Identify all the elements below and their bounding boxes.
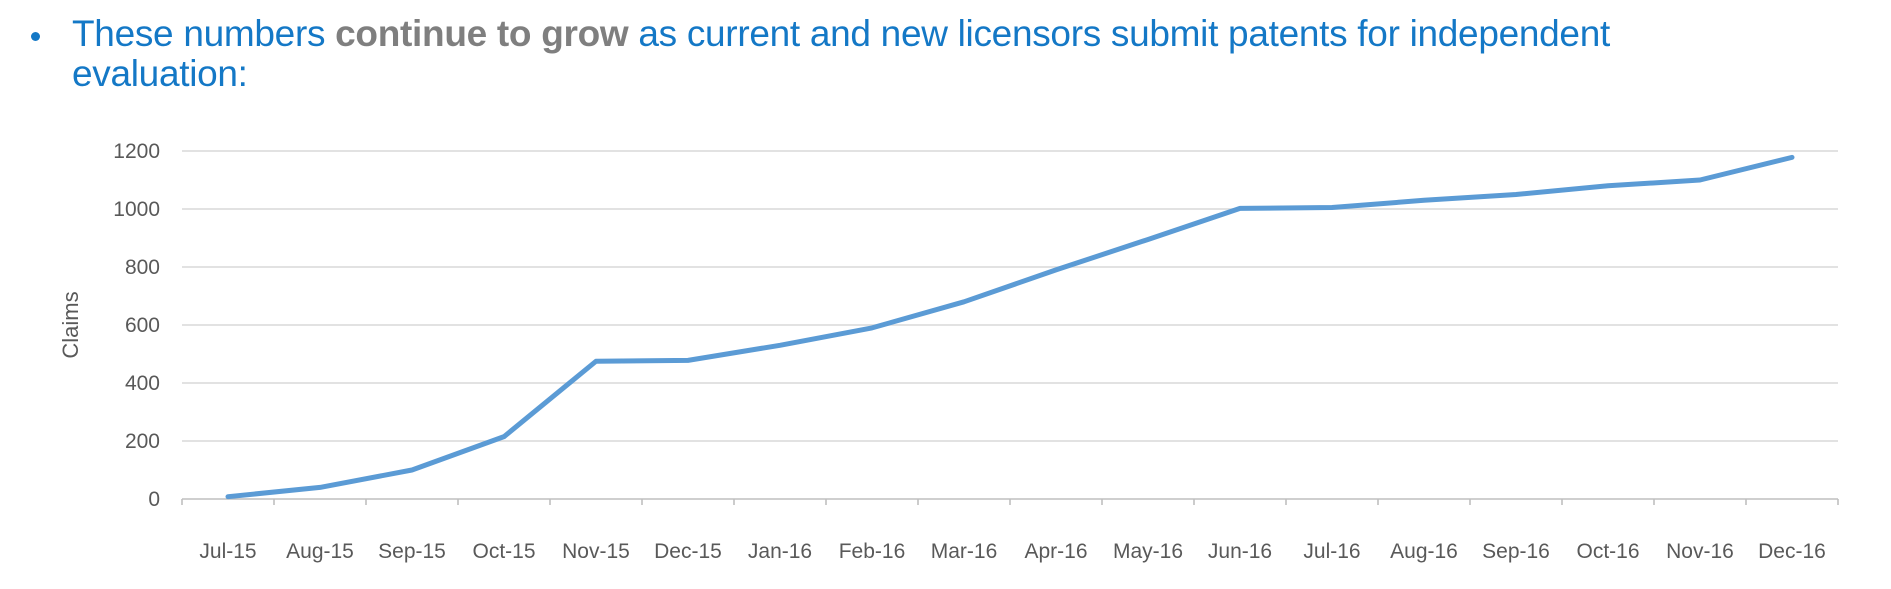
y-axis-tick-label: 400 bbox=[125, 372, 160, 395]
x-axis bbox=[181, 498, 1839, 505]
claims-series-line bbox=[225, 154, 1795, 500]
headline-segment-2: as current and new licensors submit pate… bbox=[72, 13, 1610, 94]
y-axis-tick-label: 200 bbox=[125, 430, 160, 453]
x-axis-tick-label: May-16 bbox=[1113, 540, 1183, 563]
axis-labels: 0 200 400 600 800 1000 1200 Jul-15 Aug-15 Sep-15 O… bbox=[113, 140, 1826, 563]
x-axis-tick-label: Jul-15 bbox=[199, 540, 256, 563]
headline-segment-bold: continue to grow bbox=[335, 13, 629, 54]
x-axis-tick-label: Aug-16 bbox=[1390, 540, 1458, 563]
x-axis-tick-label: Nov-16 bbox=[1666, 540, 1734, 563]
y-axis-tick-label: 1200 bbox=[113, 140, 160, 163]
y-axis-tick-label: 0 bbox=[148, 488, 160, 511]
gridlines bbox=[182, 150, 1838, 442]
headline-text: These numbers continue to grow as curren… bbox=[72, 14, 1712, 94]
x-axis-tick-label: Oct-15 bbox=[472, 540, 535, 563]
x-axis-tick-label: Sep-16 bbox=[1482, 540, 1550, 563]
x-axis-tick-label: Dec-15 bbox=[654, 540, 722, 563]
x-axis-tick-label: Jul-16 bbox=[1303, 540, 1360, 563]
y-axis-title: Claims bbox=[58, 291, 83, 358]
y-axis-tick-label: 600 bbox=[125, 314, 160, 337]
bullet-icon bbox=[31, 32, 40, 41]
x-axis-tick-label: Nov-15 bbox=[562, 540, 630, 563]
y-axis-tick-label: 800 bbox=[125, 256, 160, 279]
x-axis-tick-label: Jan-16 bbox=[748, 540, 812, 563]
headline-segment-1: These numbers bbox=[72, 13, 336, 54]
x-axis-tick-label: Feb-16 bbox=[839, 540, 906, 563]
x-axis-tick-label: Dec-16 bbox=[1758, 540, 1826, 563]
y-axis-tick-label: 1000 bbox=[113, 198, 160, 221]
x-axis-tick-label: Mar-16 bbox=[931, 540, 998, 563]
x-axis-tick-label: Aug-15 bbox=[286, 540, 354, 563]
x-axis-tick-label: Sep-15 bbox=[378, 540, 446, 563]
x-axis-tick-label: Jun-16 bbox=[1208, 540, 1272, 563]
x-axis-tick-label: Oct-16 bbox=[1576, 540, 1639, 563]
x-axis-tick-label: Apr-16 bbox=[1024, 540, 1087, 563]
